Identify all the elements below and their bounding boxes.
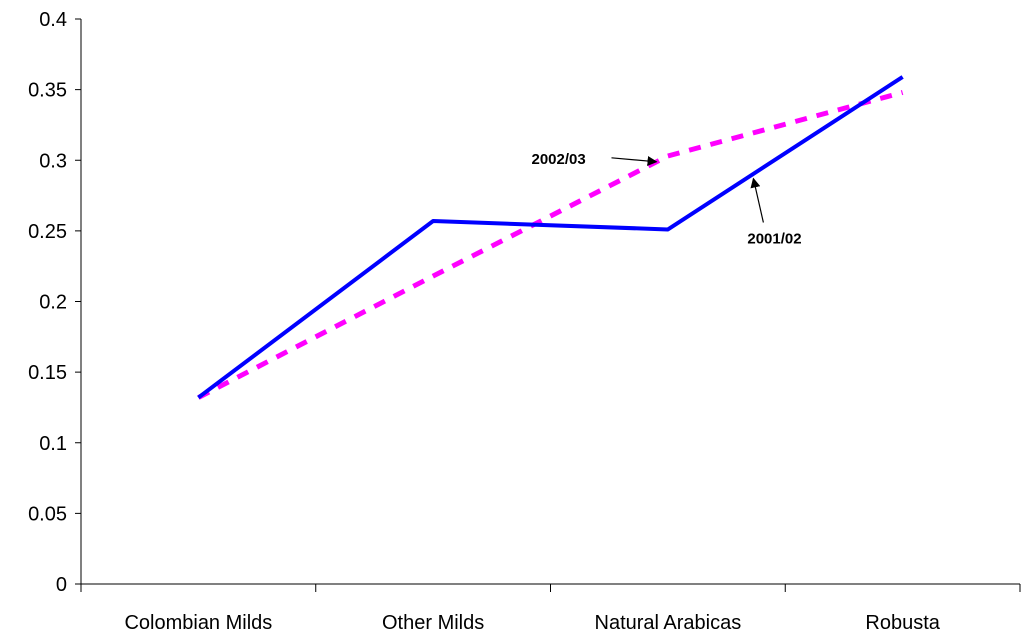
x-tick-label: Colombian Milds xyxy=(124,612,272,634)
x-tick-label: Natural Arabicas xyxy=(595,612,742,634)
y-tick-label: 0.25 xyxy=(28,221,67,243)
annotation-arrow-2001-02 xyxy=(750,177,764,223)
annotation-label-2001-02: 2001/02 xyxy=(747,231,801,248)
y-tick-label: 0.15 xyxy=(28,362,67,384)
y-tick-label: 0.3 xyxy=(39,150,67,172)
y-tick-label: 0.4 xyxy=(39,9,67,31)
x-tick-label: Other Milds xyxy=(382,612,484,634)
series-layer xyxy=(197,75,904,400)
x-axis: Colombian Milds Other Milds Natural Arabic… xyxy=(80,583,1021,634)
series-line-s2002 xyxy=(197,90,904,400)
annotation-label-2002-03: 2002/03 xyxy=(531,151,585,168)
series-line-s2001 xyxy=(197,75,904,400)
annotation-arrow-2002-03 xyxy=(611,156,658,166)
annotation-layer: 2002/03 2001/02 xyxy=(531,151,801,248)
y-axis: 0 0.05 0.1 0.15 0.2 0.25 0.3 0.35 0.4 xyxy=(28,9,82,596)
y-tick-label: 0 xyxy=(56,574,67,596)
y-tick-label: 0.35 xyxy=(28,80,67,102)
x-tick-label: Robusta xyxy=(865,612,940,634)
y-tick-label: 0.2 xyxy=(39,292,67,314)
y-tick-label: 0.1 xyxy=(39,433,67,455)
y-tick-label: 0.05 xyxy=(28,503,67,525)
